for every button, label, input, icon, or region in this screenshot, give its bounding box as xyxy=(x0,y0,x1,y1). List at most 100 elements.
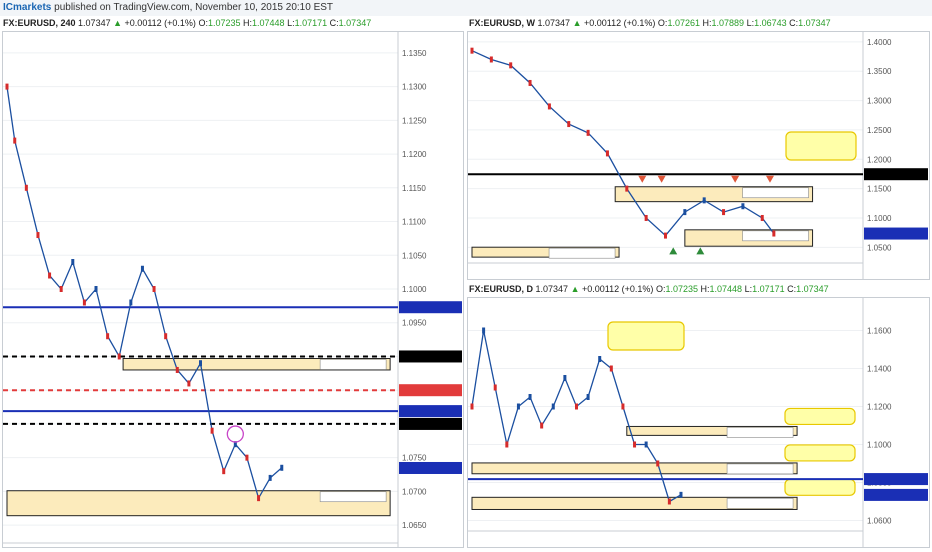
weekly-ytick-label: 1.2000 xyxy=(867,155,892,164)
daily-open: 1.07235 xyxy=(665,284,698,294)
h4-candle xyxy=(152,286,156,292)
h4-symbol[interactable]: FX:EURUSD, 240 xyxy=(3,18,76,28)
h4-candle xyxy=(268,474,272,481)
h4-chart-panel[interactable]: 1.06501.07001.07501.08001.08501.09001.09… xyxy=(2,31,464,548)
author-link[interactable]: ICmarkets xyxy=(3,2,52,13)
h4-ytick-label: 1.0650 xyxy=(402,521,427,530)
weekly-open-label: O: xyxy=(657,18,668,28)
publication-header: ICmarkets published on TradingView.com, … xyxy=(0,0,932,16)
daily-candle xyxy=(551,403,555,410)
h4-candle xyxy=(36,232,40,239)
h4-change: +0.00112 (+0.1%) xyxy=(124,18,196,28)
daily-candle xyxy=(493,384,497,391)
h4-zone-rect xyxy=(6,490,391,517)
h4-ytick-label: 1.1300 xyxy=(402,83,427,92)
daily-low: 1.07171 xyxy=(752,284,785,294)
weekly-candle xyxy=(741,203,745,210)
weekly-candle xyxy=(760,214,764,221)
weekly-top-marker-icon xyxy=(765,175,774,183)
h4-zone-rect xyxy=(122,357,391,371)
h4-low-label: L: xyxy=(287,18,295,28)
daily-symbol[interactable]: FX:EURUSD, D xyxy=(469,284,534,294)
weekly-high: 1.07889 xyxy=(711,18,745,28)
daily-candle xyxy=(516,403,520,410)
daily-candle xyxy=(609,365,613,372)
weekly-zone-label-box xyxy=(548,247,616,259)
h4-candle xyxy=(59,286,63,292)
daily-zone-rect xyxy=(471,462,798,475)
h4-candle xyxy=(82,299,86,306)
weekly-low-label: L: xyxy=(746,18,755,28)
h4-candle xyxy=(13,137,17,144)
weekly-level-tag xyxy=(864,168,928,181)
daily-candle xyxy=(679,491,683,498)
h4-candle xyxy=(257,495,261,502)
publication-info: published on TradingView.com, November 1… xyxy=(51,2,334,13)
h4-ytick-label: 1.0700 xyxy=(402,487,427,496)
weekly-top-marker-icon xyxy=(638,175,647,183)
daily-price-line xyxy=(471,330,682,503)
weekly-ytick-label: 1.1000 xyxy=(867,214,892,223)
h4-open: 1.07235 xyxy=(207,18,241,28)
daily-open-label: O: xyxy=(655,284,666,294)
h4-candle xyxy=(129,299,133,306)
weekly-candle xyxy=(528,79,532,86)
h4-low: 1.07171 xyxy=(294,18,328,28)
weekly-candle xyxy=(509,62,513,69)
daily-zone-label-box xyxy=(726,463,794,475)
daily-candle xyxy=(598,356,602,362)
daily-price: 1.07347 xyxy=(535,284,569,294)
h4-candle xyxy=(71,259,75,266)
h4-open-label: O: xyxy=(198,18,208,28)
h4-zone-label-box xyxy=(319,491,387,503)
weekly-chart-panel[interactable]: 1.0500 1.1000 1.1500 1.2000 1.2500 1.3000 1.35… xyxy=(467,31,930,280)
weekly-ytick-label: 1.1500 xyxy=(867,185,892,194)
h4-candle xyxy=(24,184,28,191)
daily-candle xyxy=(505,441,509,448)
daily-high-label: H: xyxy=(700,284,710,294)
h4-candle xyxy=(106,333,110,340)
daily-candle xyxy=(563,375,567,381)
weekly-candle xyxy=(605,150,609,157)
h4-ytick-label: 1.1050 xyxy=(402,251,427,260)
h4-level-tag xyxy=(399,384,462,397)
daily-zone-callout xyxy=(784,478,856,496)
daily-candle xyxy=(482,327,486,334)
daily-ytick-label: 1.1200 xyxy=(867,403,892,412)
daily-close-label: C: xyxy=(787,284,797,294)
weekly-top-marker-icon xyxy=(731,175,740,183)
weekly-ytick-label: 1.0500 xyxy=(867,243,892,252)
weekly-candle xyxy=(567,121,571,128)
h4-ytick-label: 1.1100 xyxy=(402,218,426,227)
h4-close: 1.07347 xyxy=(338,18,372,28)
h4-candle xyxy=(245,454,249,461)
daily-low-label: L: xyxy=(744,284,753,294)
h4-ytick-label: 1.1200 xyxy=(402,150,427,159)
h4-candle xyxy=(117,353,121,360)
h4-ytick-label: 1.0950 xyxy=(402,319,427,328)
weekly-symbol[interactable]: FX:EURUSD, W xyxy=(469,18,535,28)
weekly-candle xyxy=(470,47,474,54)
weekly-chart[interactable]: 1.0500 1.1000 1.1500 1.2000 1.2500 1.3000 1.35… xyxy=(468,32,929,279)
daily-ytick-label: 1.0600 xyxy=(867,517,892,526)
daily-ytick-label: 1.1600 xyxy=(867,327,892,336)
daily-zone-callout xyxy=(784,444,856,462)
weekly-close: 1.07347 xyxy=(798,18,831,28)
weekly-ytick-label: 1.3500 xyxy=(867,67,892,76)
weekly-change: +0.00112 (+0.1%) xyxy=(584,18,656,28)
h4-candle xyxy=(48,272,52,279)
daily-candle xyxy=(470,403,474,410)
h4-candle xyxy=(140,265,144,272)
weekly-ytick-label: 1.4000 xyxy=(867,38,892,47)
h4-ytick-label: 1.1250 xyxy=(402,116,427,125)
weekly-callout-box xyxy=(785,131,857,161)
h4-ytick-label: 1.1150 xyxy=(402,184,426,193)
h4-close-label: C: xyxy=(329,18,339,28)
h4-candle xyxy=(175,366,179,373)
weekly-bottom-marker-icon xyxy=(669,247,678,255)
h4-candle xyxy=(164,333,168,340)
weekly-current-price-tag xyxy=(864,227,928,240)
h4-chart[interactable]: 1.06501.07001.07501.08001.08501.09001.09… xyxy=(3,32,463,547)
